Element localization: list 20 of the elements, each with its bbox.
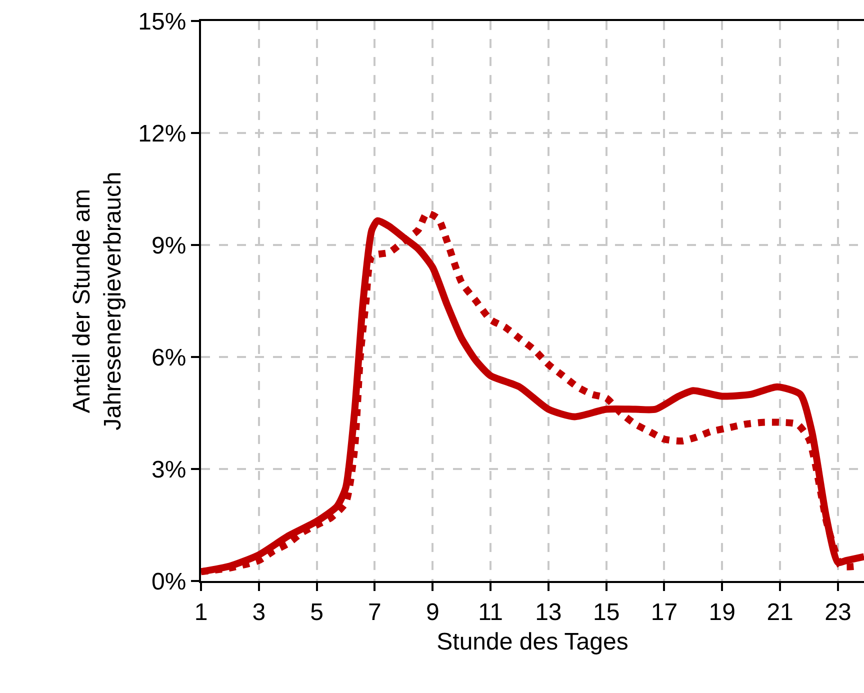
x-tick-label: 1 [194,598,208,626]
y-tick-label: 0% [152,568,186,596]
x-tick-label: 21 [766,598,794,626]
x-tick-label: 9 [426,598,440,626]
x-axis-title: Stunde des Tages [436,628,628,656]
x-tick-label: 3 [252,598,266,626]
y-axis-title: Anteil der Stunde am Jahresenergieverbrauch [68,172,127,430]
y-tick-label: 6% [152,344,186,372]
x-tick-label: 15 [592,598,620,626]
x-tick-label: 11 [478,598,503,626]
x-tick-label: 17 [650,598,678,626]
x-tick-label: 19 [708,598,736,626]
y-tick-label: 3% [152,456,186,484]
y-tick-label: 15% [138,8,186,36]
y-tick-label: 9% [152,232,186,260]
x-tick-label: 13 [535,598,562,626]
y-tick-label: 12% [138,120,186,148]
x-tick-label: 5 [310,598,324,626]
x-tick-label: 7 [368,598,382,626]
x-tick-label: 23 [824,598,852,626]
